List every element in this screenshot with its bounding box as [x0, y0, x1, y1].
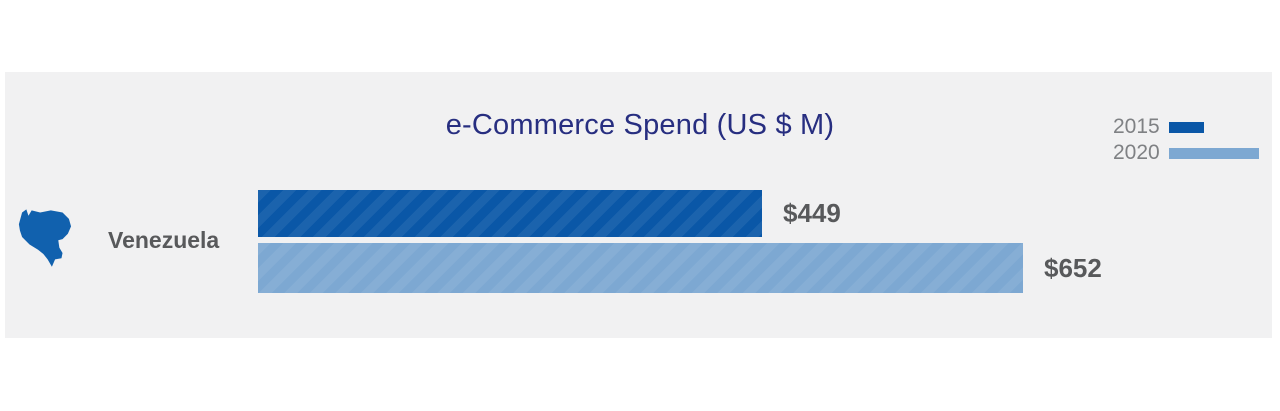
legend-label-2015: 2015	[1113, 115, 1160, 138]
legend-swatch-2020-icon	[1169, 147, 1259, 159]
legend-label-2020: 2020	[1113, 141, 1160, 164]
value-label-2015: $449	[783, 198, 841, 228]
chart-title: e-Commerce Spend (US $ M)	[445, 109, 835, 141]
venezuela-map-icon	[18, 209, 72, 267]
venezuela-map-shape	[18, 209, 72, 267]
legend-item-2015: 2015	[1113, 115, 1259, 139]
value-label-2020: $652	[1044, 252, 1102, 283]
country-label: Venezuela	[108, 227, 220, 253]
legend-item-2020: 2020	[1113, 141, 1259, 165]
bar-2020	[258, 243, 1023, 293]
bar-group-2020: $652	[258, 243, 1102, 293]
bar-group-2015: $449	[258, 190, 841, 237]
legend-swatch-2015-icon	[1169, 121, 1204, 133]
bar-2015	[258, 190, 762, 237]
legend: 2015 2020	[1113, 115, 1259, 165]
